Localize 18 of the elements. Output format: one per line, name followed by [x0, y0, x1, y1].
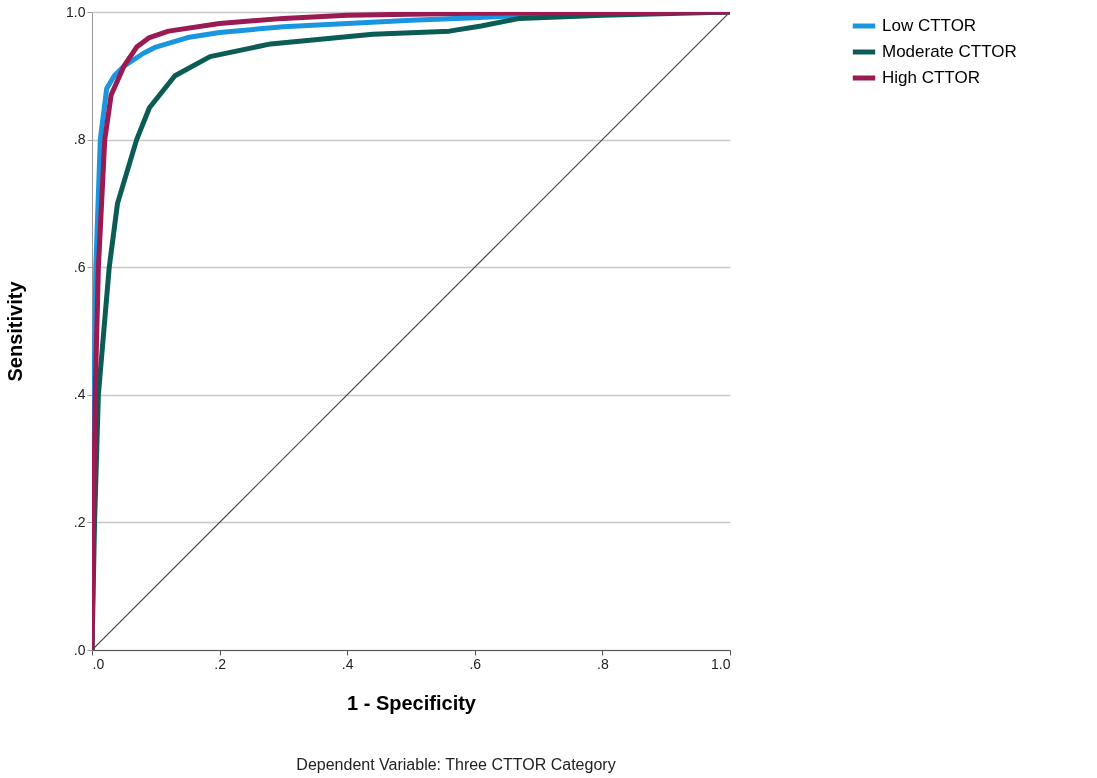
x-tick-label: .8 — [597, 655, 609, 672]
x-tick-label: .4 — [341, 655, 354, 672]
legend-label: Moderate CTTOR — [882, 42, 1017, 61]
y-tick-label: 1.0 — [66, 3, 86, 20]
x-tick-label: 1.0 — [711, 655, 731, 672]
y-tick-label: .6 — [73, 258, 86, 275]
y-axis-title: Sensitivity — [4, 280, 27, 382]
y-tick-label: .4 — [73, 386, 86, 403]
legend-label: Low CTTOR — [882, 16, 977, 35]
y-tick-label: .8 — [73, 131, 86, 148]
y-tick-label: .2 — [73, 513, 86, 530]
x-tick-label: .2 — [214, 655, 227, 672]
y-tick-label: .0 — [73, 641, 86, 658]
x-axis-title: 1 - Specificity — [347, 691, 477, 714]
x-tick-label: .0 — [92, 655, 105, 672]
legend-label: High CTTOR — [882, 68, 980, 87]
text: Dependent Variable: Three CTTOR Category — [296, 756, 616, 773]
x-tick-label: .6 — [469, 655, 482, 672]
